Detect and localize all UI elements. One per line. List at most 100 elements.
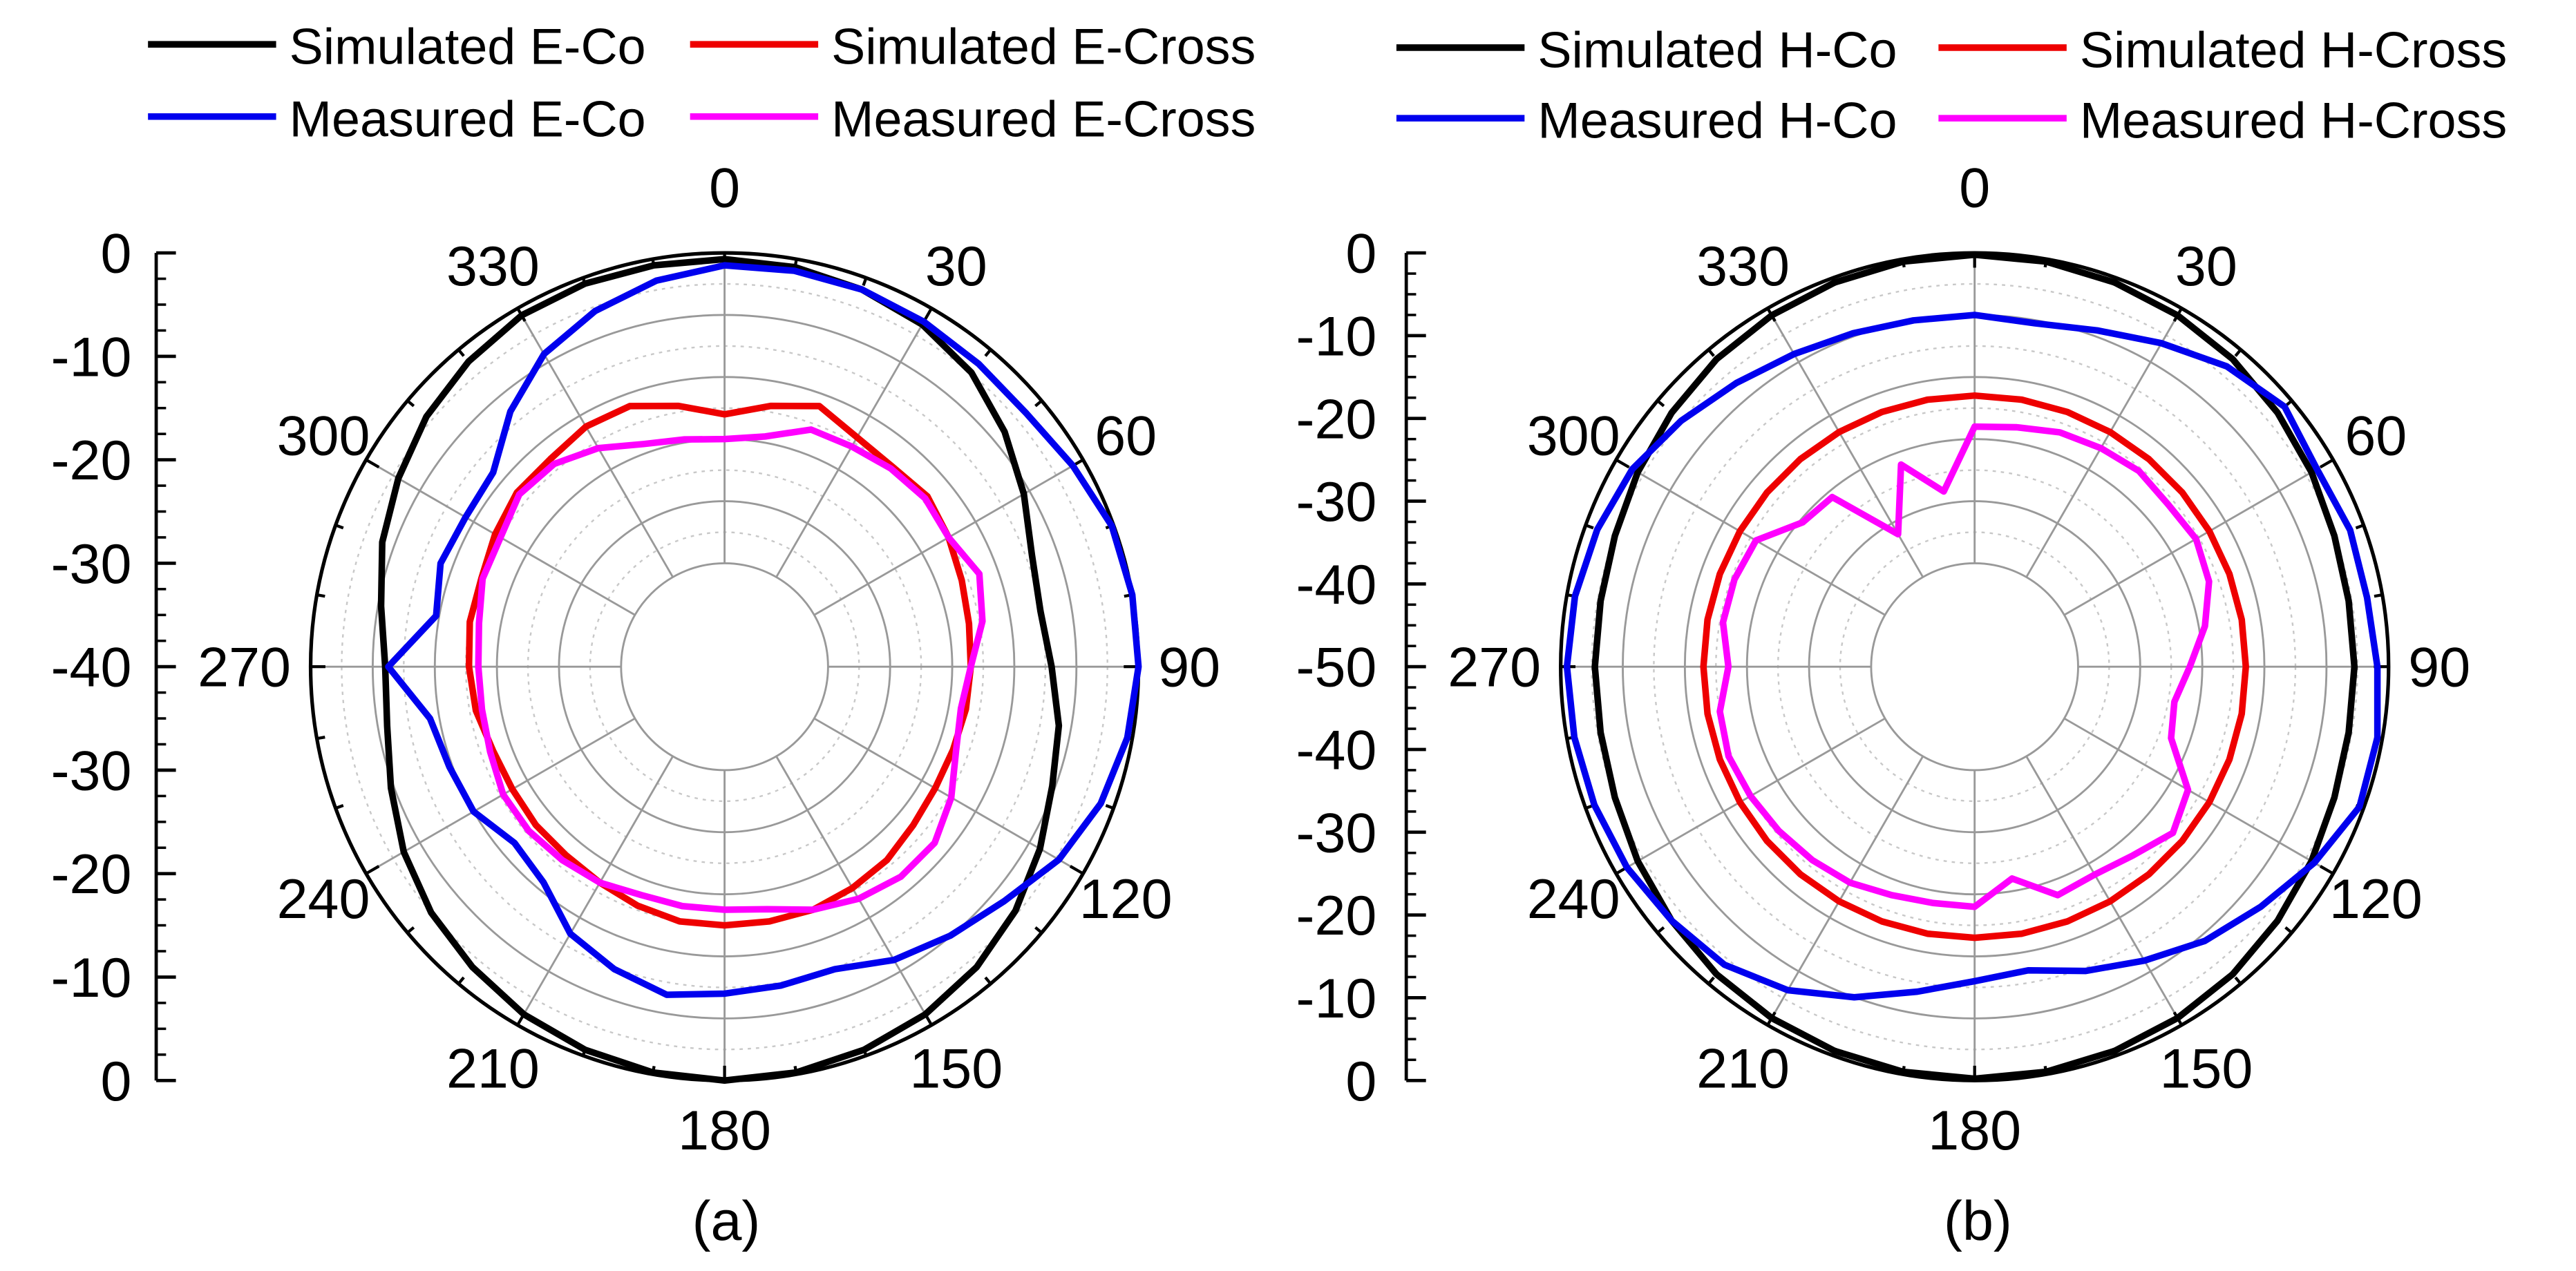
angle-label: 210 [1696,1038,1790,1100]
angle-tick [862,277,868,287]
legend-label-simulated-h-co: Simulated H-Co [1537,21,1897,78]
grid-spoke [775,307,933,578]
radial-axis-a: 0 -10 -20 -30 -40 -30 -20 -10 0 [51,223,176,1113]
angle-label: 60 [1095,405,1157,468]
radial-tick-label: -40 [51,637,132,699]
angle-label: 0 [1959,157,1990,220]
radial-tick-label: 0 [100,1051,131,1113]
angle-label: 30 [925,236,987,298]
angle-tick [2234,976,2242,985]
grid-spoke [1766,756,1924,1026]
angle-label: 210 [446,1038,540,1100]
angle-tick [1656,399,1665,408]
radial-tick-label: -30 [51,740,132,802]
angle-tick [1105,803,1115,810]
angle-tick [1656,926,1665,934]
angle-label: 180 [1928,1100,2021,1162]
angle-label: 0 [709,157,740,220]
radial-tick-label: -20 [51,430,132,492]
angle-tick [334,803,344,810]
angle-label: 270 [1448,637,1541,699]
radial-tick-label: -10 [1296,305,1377,367]
angle-tick [406,926,415,934]
angle-tick [406,399,415,408]
angle-label: 240 [277,868,370,930]
angle-tick [984,348,992,357]
angle-label: 300 [277,405,370,468]
legend-label-simulated-h-cross: Simulated H-Cross [2080,21,2507,78]
legend-label-measured-h-co: Measured H-Co [1537,92,1897,149]
legend-b: Simulated H-Co Simulated H-Cross Measure… [1396,21,2507,149]
angle-label: 300 [1527,405,1620,468]
angle-tick [365,458,380,469]
angle-tick [1034,399,1043,408]
radial-tick-label: -20 [51,843,132,906]
radial-tick-label: -30 [1296,471,1377,533]
series-line-measured-e-cross [475,426,986,913]
radial-tick-label: -20 [1296,885,1377,947]
legend-label-measured-h-cross: Measured H-Cross [2080,92,2507,149]
angle-tick [365,865,380,875]
panel-b: Simulated H-Co Simulated H-Cross Measure… [1296,21,2508,1252]
radial-tick-label: -10 [51,326,132,388]
radial-tick-label: -10 [1296,968,1377,1030]
grid-spoke [2025,307,2183,578]
angle-tick [2374,593,2383,598]
angle-tick [316,593,325,598]
angle-tick [2284,926,2293,934]
angle-label: 150 [909,1038,1003,1100]
radial-axis-b: 0 -10 -20 -30 -40 -50 -40 -30 -20 -10 0 [1296,223,1426,1113]
radial-tick-label: -30 [51,533,132,595]
angle-tick [2234,348,2242,357]
angle-tick [984,976,992,985]
angle-labels-b: 0 30 60 90 120 150 180 210 240 270 300 330 [1448,157,2470,1163]
series-line-simulated-h-co [1591,251,2358,1082]
series-line-measured-e-co [385,262,1142,998]
angle-label: 150 [2159,1038,2253,1100]
angle-label: 90 [1158,637,1220,699]
radial-tick-label: -30 [1296,802,1377,864]
grid-spoke [2025,756,2183,1026]
angle-tick [1034,926,1043,934]
grid-spoke [516,756,674,1026]
legend-label-simulated-e-co: Simulated E-Co [290,18,646,75]
angle-tick [457,348,465,357]
angle-label: 90 [2408,637,2470,699]
caption-a: (a) [692,1190,761,1252]
panel-a: Simulated E-Co Simulated E-Cross Measure… [51,18,1256,1252]
angle-tick [2355,524,2365,530]
legend-label-simulated-e-cross: Simulated E-Cross [831,18,1256,75]
legend-a: Simulated E-Co Simulated E-Cross Measure… [148,18,1256,147]
radial-tick-label: 0 [1345,223,1376,285]
caption-b: (b) [1944,1190,2012,1252]
angle-label: 270 [198,637,291,699]
angle-label: 60 [2345,405,2407,468]
series-line-simulated-e-co [377,256,1063,1084]
angle-label: 180 [678,1100,771,1162]
angle-label: 120 [2329,868,2423,930]
grid-spoke [2063,717,2334,875]
angle-tick [1615,458,1630,469]
series-group-b [1563,251,2381,1082]
series-line-measured-h-co [1563,312,2381,1001]
angle-tick [1707,976,1715,985]
series-group-a [377,256,1142,1084]
legend-label-measured-e-cross: Measured E-Cross [831,90,1256,147]
angle-label: 330 [446,236,540,298]
angle-label: 120 [1079,868,1173,930]
angle-tick [1585,524,1594,530]
radial-tick-label: 0 [100,223,131,285]
grid-spoke [1616,459,1886,616]
angle-tick [457,976,465,985]
angle-tick [1069,865,1084,875]
angle-label: 240 [1527,868,1620,930]
angle-tick [1707,348,1715,357]
radial-tick-label: -10 [51,947,132,1009]
series-line-measured-h-cross [1716,423,2213,910]
radial-tick-label: -40 [1296,554,1377,616]
angle-tick [316,736,325,740]
radial-tick-label: 0 [1345,1051,1376,1113]
series-line-simulated-h-cross [1700,392,2249,942]
legend-label-measured-e-co: Measured E-Co [290,90,646,147]
